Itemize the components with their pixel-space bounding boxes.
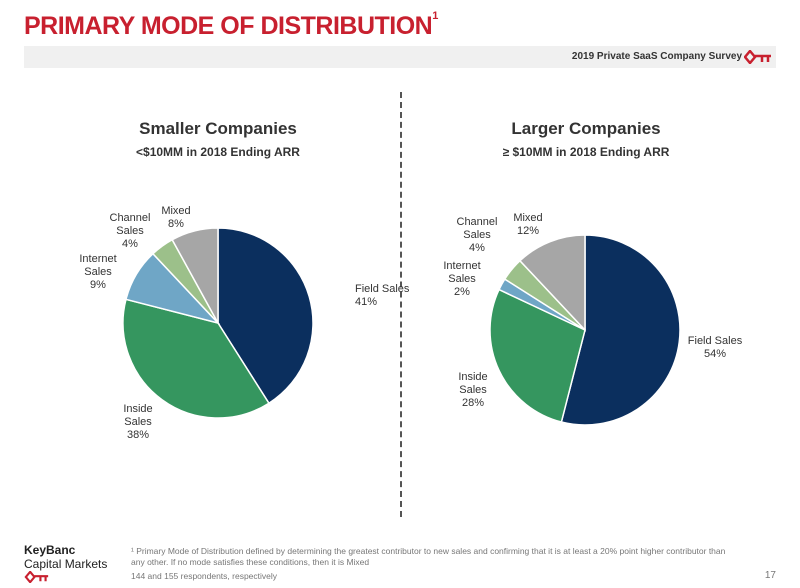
title-text: PRIMARY MODE OF DISTRIBUTION: [24, 12, 433, 40]
slice-label: Channel Sales 4%: [110, 212, 151, 250]
chart-subtitle-smaller: <$10MM in 2018 Ending ARR: [136, 145, 300, 159]
key-icon: [744, 50, 771, 64]
chart-title-larger: Larger Companies: [511, 119, 661, 138]
slice-label: Mixed 8%: [161, 205, 190, 230]
pie-slice-mixed: [171, 227, 219, 324]
brand-line2: Capital Markets: [24, 557, 108, 571]
key-icon: [24, 570, 49, 584]
brand-line1: KeyBanc: [24, 543, 76, 557]
slice-label: Field Sales 41%: [355, 283, 410, 308]
chart-title-smaller: Smaller Companies: [139, 119, 297, 138]
survey-label: 2019 Private SaaS Company Survey: [571, 51, 742, 62]
pie-slice-field-sales: [560, 234, 681, 426]
slice-label: Inside Sales 28%: [458, 371, 487, 409]
survey-band: 2019 Private SaaS Company Survey: [24, 46, 776, 68]
pie-charts: Field Sales 41% Inside Sales 38% Internet Sale…: [79, 205, 743, 441]
divider: [400, 92, 402, 517]
slice-label: Mixed 12%: [513, 212, 542, 237]
pie-slice-mixed: [518, 234, 586, 332]
page-number: 17: [764, 570, 776, 581]
pie-slice-inside-sales: [489, 288, 586, 423]
keybanc-logo: KeyBanc Capital Markets: [24, 543, 107, 586]
footnote: ¹ Primary Mode of Distribution defined b…: [131, 546, 726, 567]
pie-slice-inside-sales: [122, 298, 270, 419]
page-title: PRIMARY MODE OF DISTRIBUTION1: [24, 10, 438, 41]
slice-label: Internet Sales 9%: [79, 253, 116, 291]
slice-label: Internet Sales 2%: [443, 260, 480, 298]
respondents-note: 144 and 155 respondents, respectively: [131, 571, 278, 581]
chart-subtitle-larger: ≥ $10MM in 2018 Ending ARR: [502, 145, 670, 159]
slice-label: Inside Sales 38%: [123, 403, 152, 441]
slice-label: Channel Sales 4%: [457, 216, 498, 254]
title-footnote-marker: 1: [432, 10, 438, 22]
slice-label: Field Sales 54%: [688, 335, 743, 360]
